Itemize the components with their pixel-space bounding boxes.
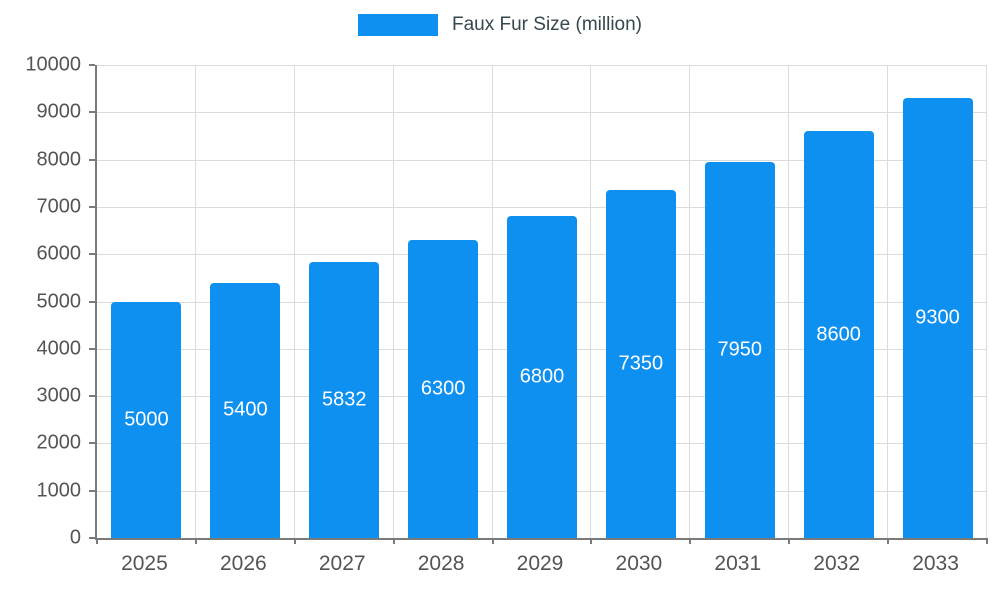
bar-value-label: 5000 [124,408,169,431]
bar-value-label: 6300 [420,377,466,400]
y-axis-label: 1000 [36,479,82,502]
h-gridline [97,112,987,114]
bar-value-label: 9300 [915,306,960,329]
y-tick-mark [89,64,95,66]
x-tick-mark [986,538,988,544]
bar: 6300 [408,240,479,538]
v-gridline [986,65,987,538]
legend: Faux Fur Size (million) [0,14,1000,36]
y-axis-label: 3000 [36,384,82,407]
bar: 7950 [704,161,775,538]
x-tick-mark [491,538,494,544]
v-gridline [887,65,889,538]
bar: 6800 [507,216,577,538]
y-tick-mark [89,111,95,114]
v-gridline [293,65,295,538]
y-axis-label: 8000 [36,148,82,171]
y-tick-mark [89,395,95,398]
x-axis-label: 2027 [318,552,366,575]
y-axis-label: 10000 [25,53,81,76]
bar: 5400 [210,282,281,538]
x-axis-label: 2032 [813,552,861,575]
y-axis-label: 9000 [36,100,82,123]
x-tick-mark [392,538,395,544]
bar: 5000 [111,301,182,538]
v-gridline [194,65,196,538]
y-tick-mark [89,537,95,539]
h-gridline [97,65,987,66]
legend-swatch [357,14,438,36]
bar-value-label: 6800 [519,365,565,388]
bar: 5832 [309,262,380,538]
y-axis-label: 5000 [36,290,82,312]
bar: 9300 [902,98,973,538]
x-axis-label: 2026 [219,552,267,575]
y-tick-mark [89,158,95,161]
y-axis-label: 6000 [36,242,82,265]
x-axis-label: 2029 [516,552,564,575]
v-gridline [590,65,592,538]
y-tick-mark [89,253,95,256]
x-axis-label: 2033 [912,552,959,575]
bar-value-label: 8600 [816,323,861,346]
x-axis-label: 2030 [615,552,663,575]
y-tick-mark [89,300,95,303]
y-axis-label: 0 [69,526,81,549]
v-gridline [491,65,493,538]
v-gridline [689,65,691,538]
bar-value-label: 5400 [223,398,268,421]
legend-label: Faux Fur Size (million) [451,14,643,35]
h-gridline [97,159,987,161]
x-axis-label: 2028 [417,552,465,575]
y-tick-mark [89,347,95,350]
bar: 7350 [605,190,676,538]
bar-value-label: 5832 [321,388,367,411]
bar-value-label: 7950 [717,338,763,361]
x-axis-label: 2031 [714,552,762,575]
x-tick-mark [293,538,296,544]
h-gridline [97,206,987,208]
bar-value-label: 7350 [618,352,664,375]
y-tick-mark [89,442,95,445]
y-tick-mark [89,489,95,492]
x-tick-mark [194,538,197,544]
y-tick-mark [89,205,95,208]
x-tick-mark [590,538,593,544]
v-gridline [788,65,790,538]
bar: 8600 [803,131,874,538]
plot-area: 5000 5400 5832 6300 6800 7350 7950 8600 9300 [89,64,988,544]
x-tick-mark [788,538,791,544]
y-axis-label: 7000 [36,195,82,218]
x-axis-labels: 2025 2026 2027 2028 2029 2030 2031 2032 2033 [95,552,985,582]
x-tick-mark [96,538,98,544]
x-tick-mark [689,538,692,544]
v-gridline [392,65,394,538]
y-axis-label: 4000 [36,337,82,360]
x-axis-label: 2025 [121,552,168,575]
x-tick-mark [887,538,890,544]
y-axis-label: 2000 [36,431,82,454]
